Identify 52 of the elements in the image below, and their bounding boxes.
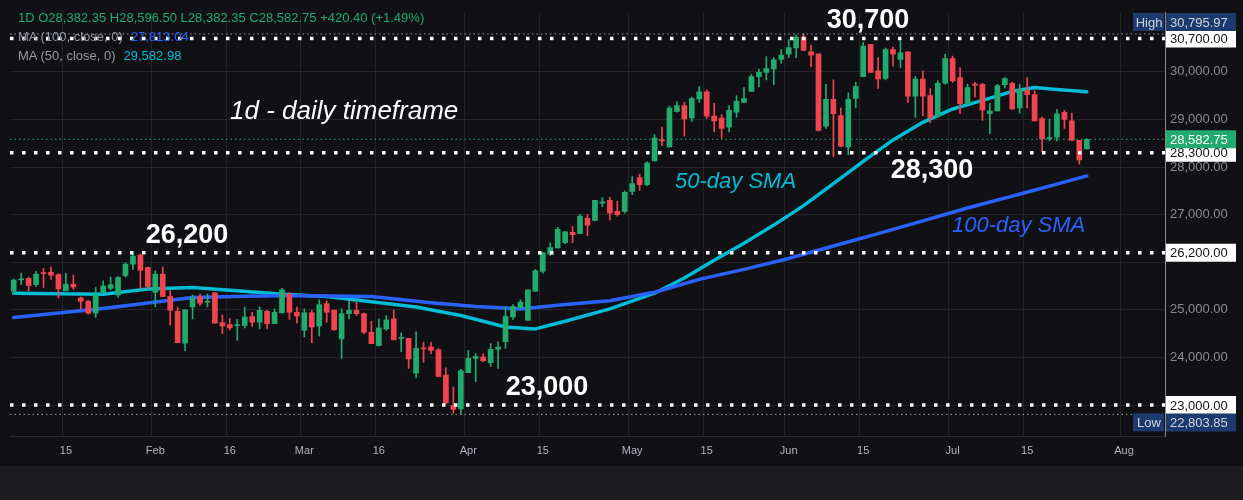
x-tick-label: 15	[536, 443, 549, 456]
text: 26,200.00	[1170, 245, 1228, 261]
x-tick-label: 16	[223, 443, 236, 456]
annotation: 1D O28,382.35 H28,596.50 L28,382.35 C28,582.75 +420.40 (+1.49%)	[18, 10, 425, 25]
x-tick-label: Jun	[779, 443, 798, 456]
candlestick	[294, 306, 300, 324]
x-tick-label: 16	[372, 443, 385, 456]
candlestick	[1024, 77, 1030, 109]
series-label: 50-day SMA	[675, 168, 797, 194]
y-tick-label: 30,000.00	[1170, 63, 1228, 79]
y-tick-label: 24,000.00	[1170, 349, 1228, 365]
ref-line-label: 30,700	[826, 4, 910, 35]
text: 28,300.00	[1170, 145, 1228, 161]
text: 28,582.75	[1170, 131, 1228, 147]
annotation: MA (50, close, 0)	[18, 48, 116, 63]
text: 1d - daily timeframe	[230, 95, 459, 126]
candlestick	[495, 341, 501, 369]
candlestick	[472, 353, 479, 383]
y-tick-label: 29,000.00	[1170, 111, 1228, 127]
candlestick	[234, 319, 241, 341]
y-tick-label: 27,000.00	[1170, 206, 1228, 222]
series-label: 100-day SMA	[952, 212, 1086, 238]
text: 30,700.00	[1170, 31, 1228, 47]
y-tick-label: 28,000.00	[1170, 158, 1228, 174]
text: 22,803.85	[1170, 414, 1228, 430]
text: 30,795.97	[1170, 14, 1228, 30]
x-tick-label: Mar	[294, 443, 315, 456]
x-tick-label: 15	[1021, 443, 1034, 456]
candlestick	[711, 102, 718, 133]
candlestick	[48, 266, 54, 280]
ref-line-label: Low	[1137, 414, 1162, 430]
annotation: 27,813.04	[130, 29, 189, 44]
x-tick-label: 15	[857, 443, 870, 456]
ref-line-label: 28,300	[890, 153, 974, 184]
x-tick-label: Apr	[459, 443, 478, 456]
candlestick	[987, 102, 993, 135]
annotation: MA (100, close, 0)	[18, 29, 123, 44]
text: 23,000.00	[1170, 397, 1228, 413]
ref-line-label: 23,000	[505, 371, 589, 402]
candlestick	[875, 57, 881, 89]
x-tick-label: Feb	[145, 443, 165, 456]
y-tick-label: 25,000.00	[1170, 301, 1228, 317]
x-tick-label: May	[621, 443, 644, 456]
ref-line-label: High	[1135, 14, 1163, 30]
ref-line-label: 26,200	[145, 218, 229, 249]
x-tick-label: Aug	[1114, 443, 1134, 456]
annotation: 29,582.98	[123, 48, 182, 63]
x-tick-label: Jul	[945, 443, 960, 456]
x-tick-label: 15	[59, 443, 73, 456]
x-tick-label: 15	[700, 443, 713, 456]
candlestick	[346, 300, 352, 320]
candlestick	[398, 332, 405, 353]
